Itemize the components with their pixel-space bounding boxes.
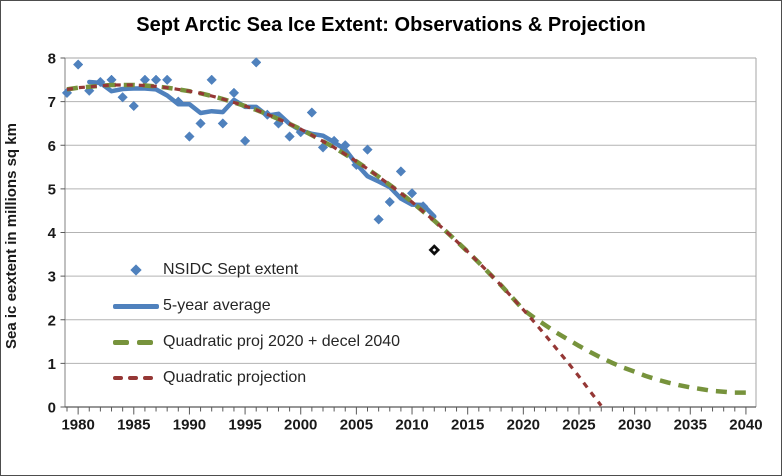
- svg-text:2000: 2000: [284, 416, 317, 433]
- legend-label: Quadratic proj 2020 + decel 2040: [163, 333, 401, 350]
- legend-item-quadratic-decel: Quadratic proj 2020 + decel 2040: [99, 324, 400, 360]
- y-axis-labels: 0 1 2 3 4 5 6 7 8: [48, 51, 57, 417]
- blue-diamond-marker-icon: [130, 264, 142, 276]
- x-axis-labels: 1980 1985 1990 1995 2000 2005 2010 2015 2020 2025…: [61, 416, 762, 433]
- legend-item-quadratic-projection: Quadratic projection: [99, 360, 306, 396]
- svg-text:2035: 2035: [674, 416, 707, 433]
- series-record-low-2012: [428, 244, 441, 256]
- svg-text:1985: 1985: [117, 416, 150, 433]
- svg-text:3: 3: [48, 269, 56, 286]
- legend-label: Quadratic projection: [163, 369, 307, 386]
- svg-text:1: 1: [48, 356, 56, 373]
- svg-text:2025: 2025: [562, 416, 595, 433]
- x-axis-ticks: [66, 407, 747, 415]
- series-5-year-average: [87, 79, 437, 219]
- svg-text:2040: 2040: [729, 416, 762, 433]
- svg-text:1995: 1995: [228, 416, 261, 433]
- legend-marker-area: [99, 376, 161, 380]
- svg-text:7: 7: [48, 94, 56, 111]
- legend-marker-area: [99, 339, 161, 345]
- gridlines: [65, 101, 756, 364]
- svg-text:6: 6: [48, 138, 56, 155]
- legend-marker-area: [99, 303, 161, 309]
- series-nsidc-sept-extent: [61, 57, 429, 225]
- olive-dash-marker-icon: [113, 339, 153, 345]
- y-axis-ticks: [60, 57, 65, 408]
- series-quadratic-proj-2020-decel-2040: [66, 82, 746, 395]
- series-quadratic-projection: [66, 83, 603, 407]
- svg-text:1980: 1980: [61, 416, 94, 433]
- red-dash-marker-icon: [113, 376, 153, 380]
- legend-marker-area: [99, 264, 161, 276]
- svg-text:4: 4: [48, 225, 57, 242]
- svg-text:2030: 2030: [618, 416, 651, 433]
- blue-line-marker-icon: [113, 303, 159, 309]
- svg-text:2: 2: [48, 312, 56, 329]
- legend-label: 5-year average: [163, 297, 271, 314]
- svg-text:8: 8: [48, 51, 56, 68]
- svg-text:2020: 2020: [507, 416, 540, 433]
- legend-label: NSIDC Sept extent: [163, 261, 299, 278]
- legend-item-nsidc-sept-extent: NSIDC Sept extent: [99, 252, 298, 288]
- svg-text:2010: 2010: [395, 416, 428, 433]
- legend-item-5-year-average: 5-year average: [99, 288, 271, 324]
- chart-title: Sept Arctic Sea Ice Extent: Observations…: [136, 14, 646, 36]
- svg-text:5: 5: [48, 181, 56, 198]
- svg-text:2015: 2015: [451, 416, 484, 433]
- svg-text:2005: 2005: [340, 416, 373, 433]
- svg-text:1990: 1990: [173, 416, 206, 433]
- svg-text:0: 0: [48, 400, 56, 417]
